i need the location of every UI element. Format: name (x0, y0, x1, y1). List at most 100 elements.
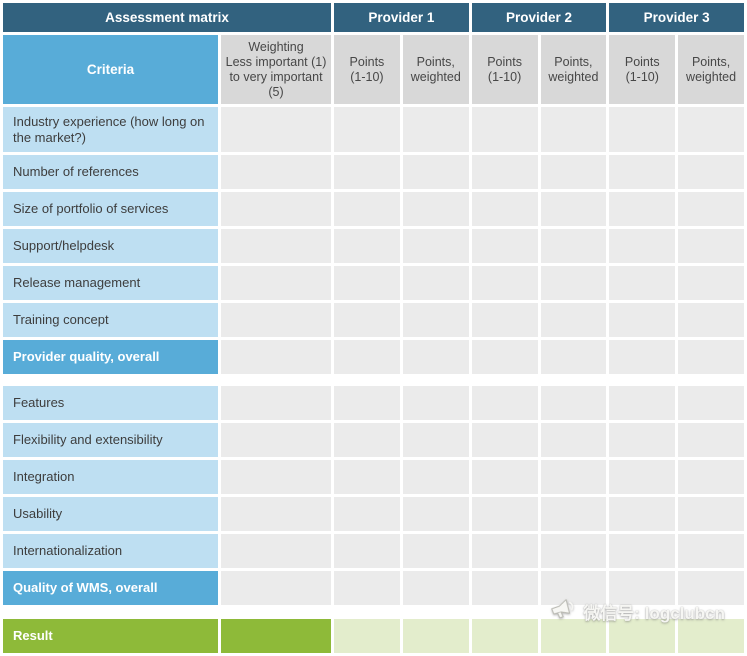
criteria-label: Release management (3, 266, 218, 300)
points-weighted-cell (540, 497, 607, 531)
points-cell (334, 571, 400, 605)
points-cell (609, 192, 676, 226)
points-cell (334, 303, 400, 337)
points-weighted-cell (678, 386, 744, 420)
table-title: Assessment matrix (3, 3, 332, 32)
section-summary-row: Provider quality, overall (3, 340, 744, 374)
weighting-cell (221, 534, 332, 568)
points-cell (471, 155, 538, 189)
points-weighted-cell (540, 303, 607, 337)
points-weighted-cell (402, 192, 469, 226)
points-cell (609, 386, 676, 420)
result-points-weighted-cell (540, 619, 607, 653)
points-weighted-cell (402, 266, 469, 300)
weighting-cell (221, 423, 332, 457)
section-spacer (3, 608, 744, 616)
table-row: Support/helpdesk (3, 229, 744, 263)
points-weighted-cell (678, 266, 744, 300)
points-cell (471, 192, 538, 226)
weighting-cell (221, 192, 332, 226)
weighting-cell (221, 460, 332, 494)
provider-1-header: Provider 1 (334, 3, 469, 32)
points-weighted-cell (540, 266, 607, 300)
points-weighted-cell (402, 386, 469, 420)
criteria-label: Support/helpdesk (3, 229, 218, 263)
weighting-cell (221, 497, 332, 531)
weighting-cell (221, 107, 332, 152)
header-row: Assessment matrix Provider 1 Provider 2 … (3, 3, 744, 32)
points-cell (471, 303, 538, 337)
points-cell (334, 266, 400, 300)
points-cell (609, 497, 676, 531)
points-cell (471, 107, 538, 152)
points-cell (334, 386, 400, 420)
criteria-header: Criteria (3, 35, 218, 104)
points-cell (471, 460, 538, 494)
points-cell (334, 534, 400, 568)
points-cell (334, 229, 400, 263)
criteria-label: Size of portfolio of services (3, 192, 218, 226)
points-weighted-cell (540, 423, 607, 457)
table-row: Features (3, 386, 744, 420)
points-weighted-cell (678, 229, 744, 263)
points-weighted-cell (540, 340, 607, 374)
points-weighted-cell (540, 534, 607, 568)
weighting-cell (221, 266, 332, 300)
points-cell (334, 107, 400, 152)
result-points-weighted-cell (678, 619, 744, 653)
section-summary-label: Quality of WMS, overall (3, 571, 218, 605)
points-weighted-cell (678, 340, 744, 374)
points-cell (471, 266, 538, 300)
points-weighted-cell (402, 423, 469, 457)
p2-points-weighted-header: Points, weighted (540, 35, 607, 104)
p1-points-weighted-header: Points, weighted (402, 35, 469, 104)
table-row: Usability (3, 497, 744, 531)
points-weighted-cell (402, 229, 469, 263)
result-points-cell (609, 619, 676, 653)
points-weighted-cell (540, 386, 607, 420)
criteria-label: Flexibility and extensibility (3, 423, 218, 457)
table-row: Training concept (3, 303, 744, 337)
provider-2-header: Provider 2 (471, 3, 607, 32)
section-summary-row: Quality of WMS, overall (3, 571, 744, 605)
result-points-cell (334, 619, 400, 653)
result-points-weighted-cell (402, 619, 469, 653)
p1-points-header: Points (1-10) (334, 35, 400, 104)
weighting-cell (221, 155, 332, 189)
points-cell (334, 340, 400, 374)
points-weighted-cell (402, 303, 469, 337)
table-row: Integration (3, 460, 744, 494)
points-cell (609, 460, 676, 494)
criteria-label: Training concept (3, 303, 218, 337)
points-cell (609, 571, 676, 605)
points-weighted-cell (402, 571, 469, 605)
points-weighted-cell (540, 571, 607, 605)
result-points-cell (471, 619, 538, 653)
result-row: Result (3, 619, 744, 653)
section-summary-label: Provider quality, overall (3, 340, 218, 374)
criteria-label: Industry experience (how long on the mar… (3, 107, 218, 152)
points-cell (334, 192, 400, 226)
points-weighted-cell (678, 571, 744, 605)
points-cell (609, 107, 676, 152)
points-weighted-cell (678, 497, 744, 531)
table-row: Release management (3, 266, 744, 300)
p3-points-header: Points (1-10) (609, 35, 676, 104)
criteria-label: Usability (3, 497, 218, 531)
points-cell (609, 266, 676, 300)
points-cell (609, 303, 676, 337)
weighting-cell (221, 340, 332, 374)
points-weighted-cell (540, 155, 607, 189)
weighting-cell (221, 303, 332, 337)
table-row: Industry experience (how long on the mar… (3, 107, 744, 152)
table-row: Number of references (3, 155, 744, 189)
p2-points-header: Points (1-10) (471, 35, 538, 104)
p3-points-weighted-header: Points, weighted (678, 35, 744, 104)
section-spacer (3, 377, 744, 383)
points-cell (334, 497, 400, 531)
points-weighted-cell (540, 107, 607, 152)
points-cell (471, 534, 538, 568)
provider-3-header: Provider 3 (609, 3, 744, 32)
points-cell (609, 340, 676, 374)
